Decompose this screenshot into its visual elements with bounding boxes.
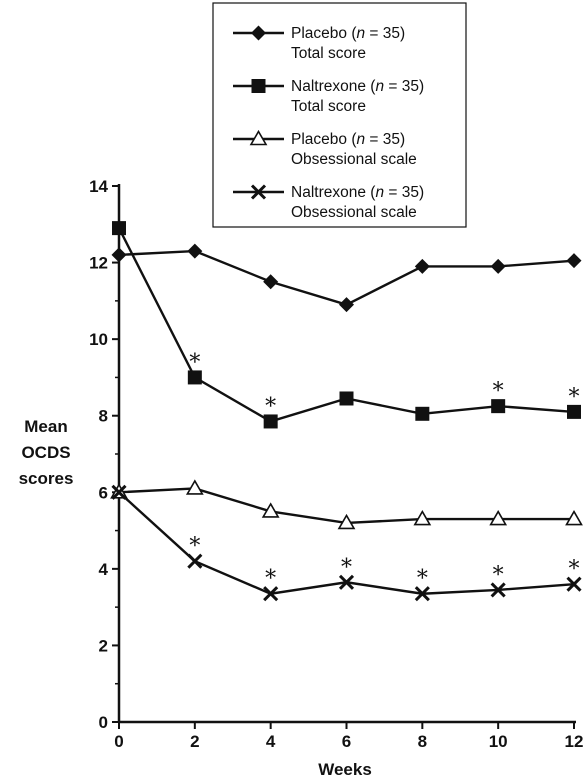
diamond-marker (414, 258, 430, 274)
square-marker (567, 404, 581, 419)
y-axis-title-line-3: scores (19, 469, 74, 488)
diamond-marker (251, 25, 266, 41)
legend-item-2: Naltrexone (n = 35) Total score (233, 78, 424, 115)
y-axis-title-line-1: Mean (24, 417, 67, 436)
triangle-marker (185, 479, 204, 495)
x-marker (250, 184, 267, 200)
square-marker (491, 399, 506, 414)
x-axis-title: Weeks (318, 760, 372, 778)
legend-label: Placebo (n = 35) (291, 131, 405, 148)
x-marker (111, 484, 127, 500)
series-line (118, 249, 575, 306)
triangle-marker (249, 129, 268, 146)
x-tick-label: 0 (114, 732, 123, 751)
legend-label-line-2: Obsessional scale (291, 204, 417, 221)
diamond-marker (566, 253, 582, 269)
diamond-marker (263, 274, 279, 290)
legend-label: Naltrexone (n = 35) (291, 184, 424, 201)
legend-item-3: Placebo (n = 35) Obsessional scale (233, 129, 417, 168)
significance-star: * (265, 394, 276, 419)
x-tick-label: 2 (190, 732, 199, 751)
square-marker (263, 414, 278, 429)
x-marker-stroke (187, 553, 203, 569)
square-marker (251, 79, 266, 93)
x-marker-stroke (338, 574, 355, 590)
diamond-marker (339, 297, 354, 313)
x-marker (566, 576, 582, 592)
x-marker (490, 582, 506, 598)
x-marker-stroke (111, 484, 127, 500)
legend-label-line-2: Total score (291, 45, 366, 62)
significance-star: * (265, 567, 276, 592)
significance-star: * (189, 534, 200, 559)
x-marker (338, 574, 355, 590)
y-tick-label: 10 (89, 330, 108, 349)
y-tick-label: 12 (89, 254, 108, 273)
y-tick-label: 2 (99, 636, 108, 655)
significance-star: * (417, 567, 428, 592)
square-marker (187, 370, 202, 385)
diamond-marker (187, 243, 203, 259)
x-marker-stroke (414, 586, 430, 602)
y-tick-label: 4 (99, 560, 109, 579)
series-layer: * * * * * * * * * * (110, 221, 583, 602)
x-marker-stroke (490, 582, 506, 598)
triangle-marker (489, 509, 508, 526)
triangle-marker (413, 509, 432, 526)
square-marker (339, 391, 354, 406)
triangle-marker (565, 509, 583, 526)
legend-label: Naltrexone (n = 35) (291, 78, 424, 95)
x-marker (414, 586, 430, 602)
y-axis-title-line-2: OCDS (21, 443, 70, 462)
x-marker-stroke (263, 586, 279, 602)
significance-star: * (341, 555, 352, 580)
legend-label: Placebo (n = 35) (291, 25, 405, 42)
x-marker-stroke (250, 184, 267, 200)
x-tick-label: 6 (342, 732, 351, 751)
x-tick-label: 10 (489, 732, 508, 751)
legend-item-1: Placebo (n = 35) Total score (233, 25, 405, 62)
y-tick-label: 6 (99, 483, 108, 502)
diamond-marker (111, 247, 127, 263)
series-2: * * * * (112, 221, 581, 429)
y-tick-label: 8 (99, 407, 108, 426)
square-marker (112, 221, 126, 236)
legend-label-line-2: Obsessional scale (291, 151, 417, 168)
square-marker (415, 406, 430, 421)
significance-star: * (569, 557, 580, 582)
series-4: * * * * * * (111, 484, 582, 602)
x-tick-label: 4 (266, 732, 276, 751)
x-marker-stroke (566, 576, 582, 592)
triangle-marker (261, 502, 280, 518)
series-1 (111, 243, 582, 313)
x-tick-label: 12 (565, 732, 584, 751)
y-tick-label: 14 (89, 177, 108, 196)
significance-star: * (189, 350, 200, 375)
series-3 (110, 479, 583, 530)
axes-layer: 0 2 4 6 8 10 12 14 0 2 4 6 8 10 12 (89, 177, 583, 751)
significance-star: * (493, 379, 504, 404)
x-marker (187, 553, 203, 569)
legend-item-4: Naltrexone (n = 35) Obsessional scale (233, 184, 424, 221)
x-tick-label: 8 (418, 732, 427, 751)
y-tick-label: 0 (99, 713, 108, 732)
significance-star: * (493, 563, 504, 588)
significance-star: * (569, 385, 580, 410)
legend-label-line-2: Total score (291, 98, 366, 115)
triangle-marker (337, 513, 356, 530)
diamond-marker (490, 258, 506, 274)
x-marker (263, 586, 279, 602)
